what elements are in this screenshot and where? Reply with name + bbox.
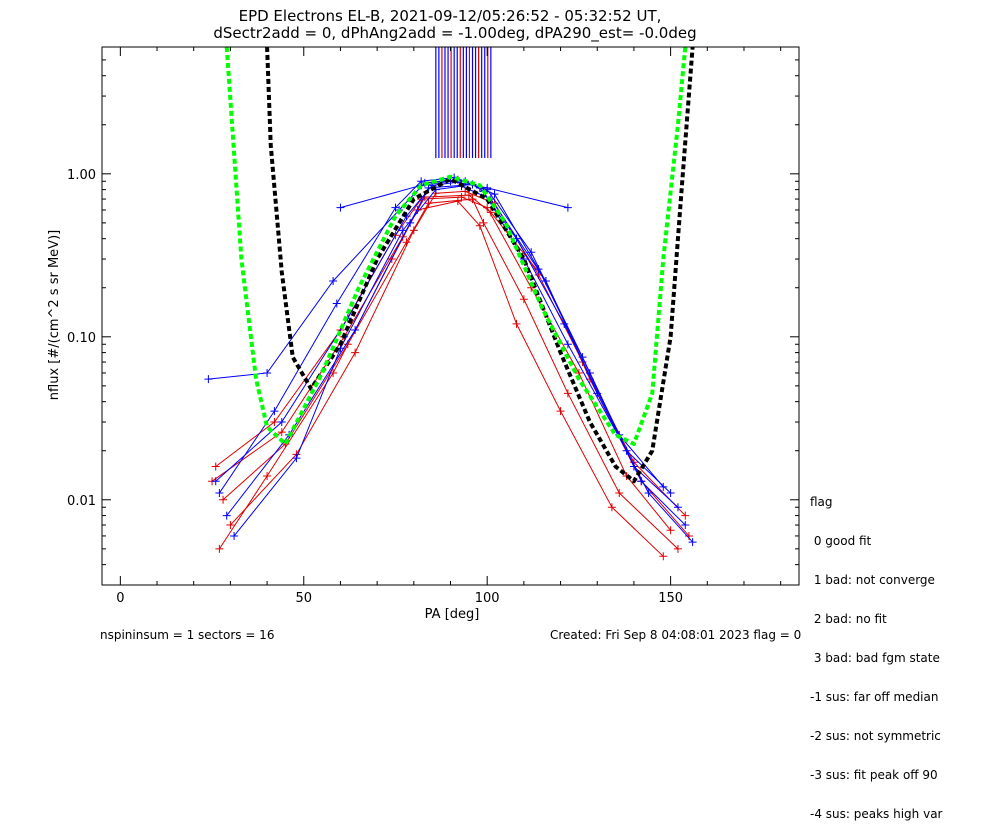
y-tick-label: 0.01 xyxy=(67,494,96,509)
legend-item: -4 sus: peaks high var xyxy=(810,807,943,821)
legend-item: -3 sus: fit peak off 90 xyxy=(810,768,938,782)
blue-series-point xyxy=(541,276,550,285)
x-tick-label: 0 xyxy=(116,591,124,606)
plot-frame xyxy=(101,46,800,586)
blue-series-point xyxy=(292,454,301,463)
blue-series-point xyxy=(391,203,400,212)
red-series-point xyxy=(215,544,224,553)
red-series-point xyxy=(277,428,286,437)
red-series-point xyxy=(666,526,675,535)
red-series-point xyxy=(453,197,462,206)
blue-series-point xyxy=(681,521,690,530)
red-series-point xyxy=(556,407,565,416)
blue-series-point xyxy=(215,489,224,498)
footer-right: Created: Fri Sep 8 04:08:01 2023 flag = … xyxy=(550,628,802,642)
blue-series-point xyxy=(222,511,231,520)
red-series-point xyxy=(563,389,572,398)
legend-item: 0 good fit xyxy=(810,534,872,548)
red-series-point xyxy=(659,552,668,561)
x-tick-label: 150 xyxy=(658,591,683,606)
red-series-line xyxy=(218,200,664,557)
legend-item: -2 sus: not symmetric xyxy=(810,729,941,743)
blue-series-line xyxy=(215,180,686,526)
legend-item: 3 bad: bad fgm state xyxy=(810,651,940,665)
red-series-line xyxy=(211,194,690,537)
y-tick-label: 0.10 xyxy=(67,331,96,346)
blue-series-point xyxy=(398,226,407,235)
blue-series-point xyxy=(263,368,272,377)
blue-series-point xyxy=(563,203,572,212)
blue-series-point xyxy=(563,340,572,349)
red-series-point xyxy=(615,489,624,498)
blue-series-point xyxy=(277,418,286,427)
red-series-line xyxy=(222,198,679,550)
blue-series-point xyxy=(406,218,415,227)
blue-series-point xyxy=(490,190,499,199)
red-series-point xyxy=(226,521,235,530)
chart-canvas: EPD Electrons EL-B, 2021-09-12/05:26:52 … xyxy=(47,7,800,622)
legend-item: 2 bad: no fit xyxy=(810,612,887,626)
blue-series-point xyxy=(351,326,360,335)
red-series-point xyxy=(475,221,484,230)
blue-series-point xyxy=(211,477,220,486)
x-tick-label: 100 xyxy=(475,591,500,606)
chart-subtitle: dSectr2add = 0, dPhAng2add = -1.00deg, d… xyxy=(213,24,696,43)
red-series-point xyxy=(681,511,690,520)
axes: 0 50 100 150 0.01 0.10 1.00 xyxy=(67,46,800,606)
red-series-line xyxy=(215,196,671,531)
red-series-point xyxy=(673,544,682,553)
blue-series-point xyxy=(332,299,341,308)
blue-series-point xyxy=(230,531,239,540)
chart-title: EPD Electrons EL-B, 2021-09-12/05:26:52 … xyxy=(239,7,662,25)
red-series-point xyxy=(211,462,220,471)
red-series-point xyxy=(464,191,473,200)
x-axis-label: PA [deg] xyxy=(425,607,480,622)
red-series-point xyxy=(519,295,528,304)
legend-item: -1 sus: far off median xyxy=(810,690,939,704)
y-axis-label: nflux [#/(cm^2 s sr MeV)] xyxy=(47,230,62,400)
blue-series-point xyxy=(204,375,213,384)
black-fit-curve xyxy=(265,47,695,484)
plot-area xyxy=(204,47,697,561)
flag-legend: flag 0 good fit 1 bad: not converge 2 ba… xyxy=(810,470,942,834)
blue-series-line xyxy=(340,180,569,209)
red-series-point xyxy=(270,418,279,427)
legend-item: 1 bad: not converge xyxy=(810,573,935,587)
red-series-point xyxy=(219,495,228,504)
blue-series-point xyxy=(336,203,345,212)
legend-title: flag xyxy=(810,495,833,509)
red-series-point xyxy=(263,471,272,480)
blue-series-point xyxy=(666,489,675,498)
red-series-line xyxy=(230,190,686,526)
blue-series-point xyxy=(560,319,569,328)
blue-series-point xyxy=(673,503,682,512)
red-series-point xyxy=(351,348,360,357)
red-series-point xyxy=(512,319,521,328)
blue-series-point xyxy=(644,489,653,498)
x-tick-label: 50 xyxy=(295,591,312,606)
green-fit-curve xyxy=(224,47,688,446)
blue-series-point xyxy=(270,407,279,416)
red-series-point xyxy=(486,208,495,217)
y-tick-label: 1.00 xyxy=(67,168,96,183)
footer-left: nspininsum = 1 sectors = 16 xyxy=(100,628,275,642)
blue-series-point xyxy=(329,276,338,285)
blue-series-point xyxy=(659,482,668,491)
red-series-point xyxy=(409,226,418,235)
blue-series-line xyxy=(233,185,693,543)
blue-series-point xyxy=(483,183,492,192)
red-series-point xyxy=(461,187,470,196)
blue-series-point xyxy=(534,265,543,274)
red-series-point xyxy=(607,503,616,512)
red-series-point xyxy=(468,195,477,204)
blue-series-point xyxy=(688,538,697,547)
